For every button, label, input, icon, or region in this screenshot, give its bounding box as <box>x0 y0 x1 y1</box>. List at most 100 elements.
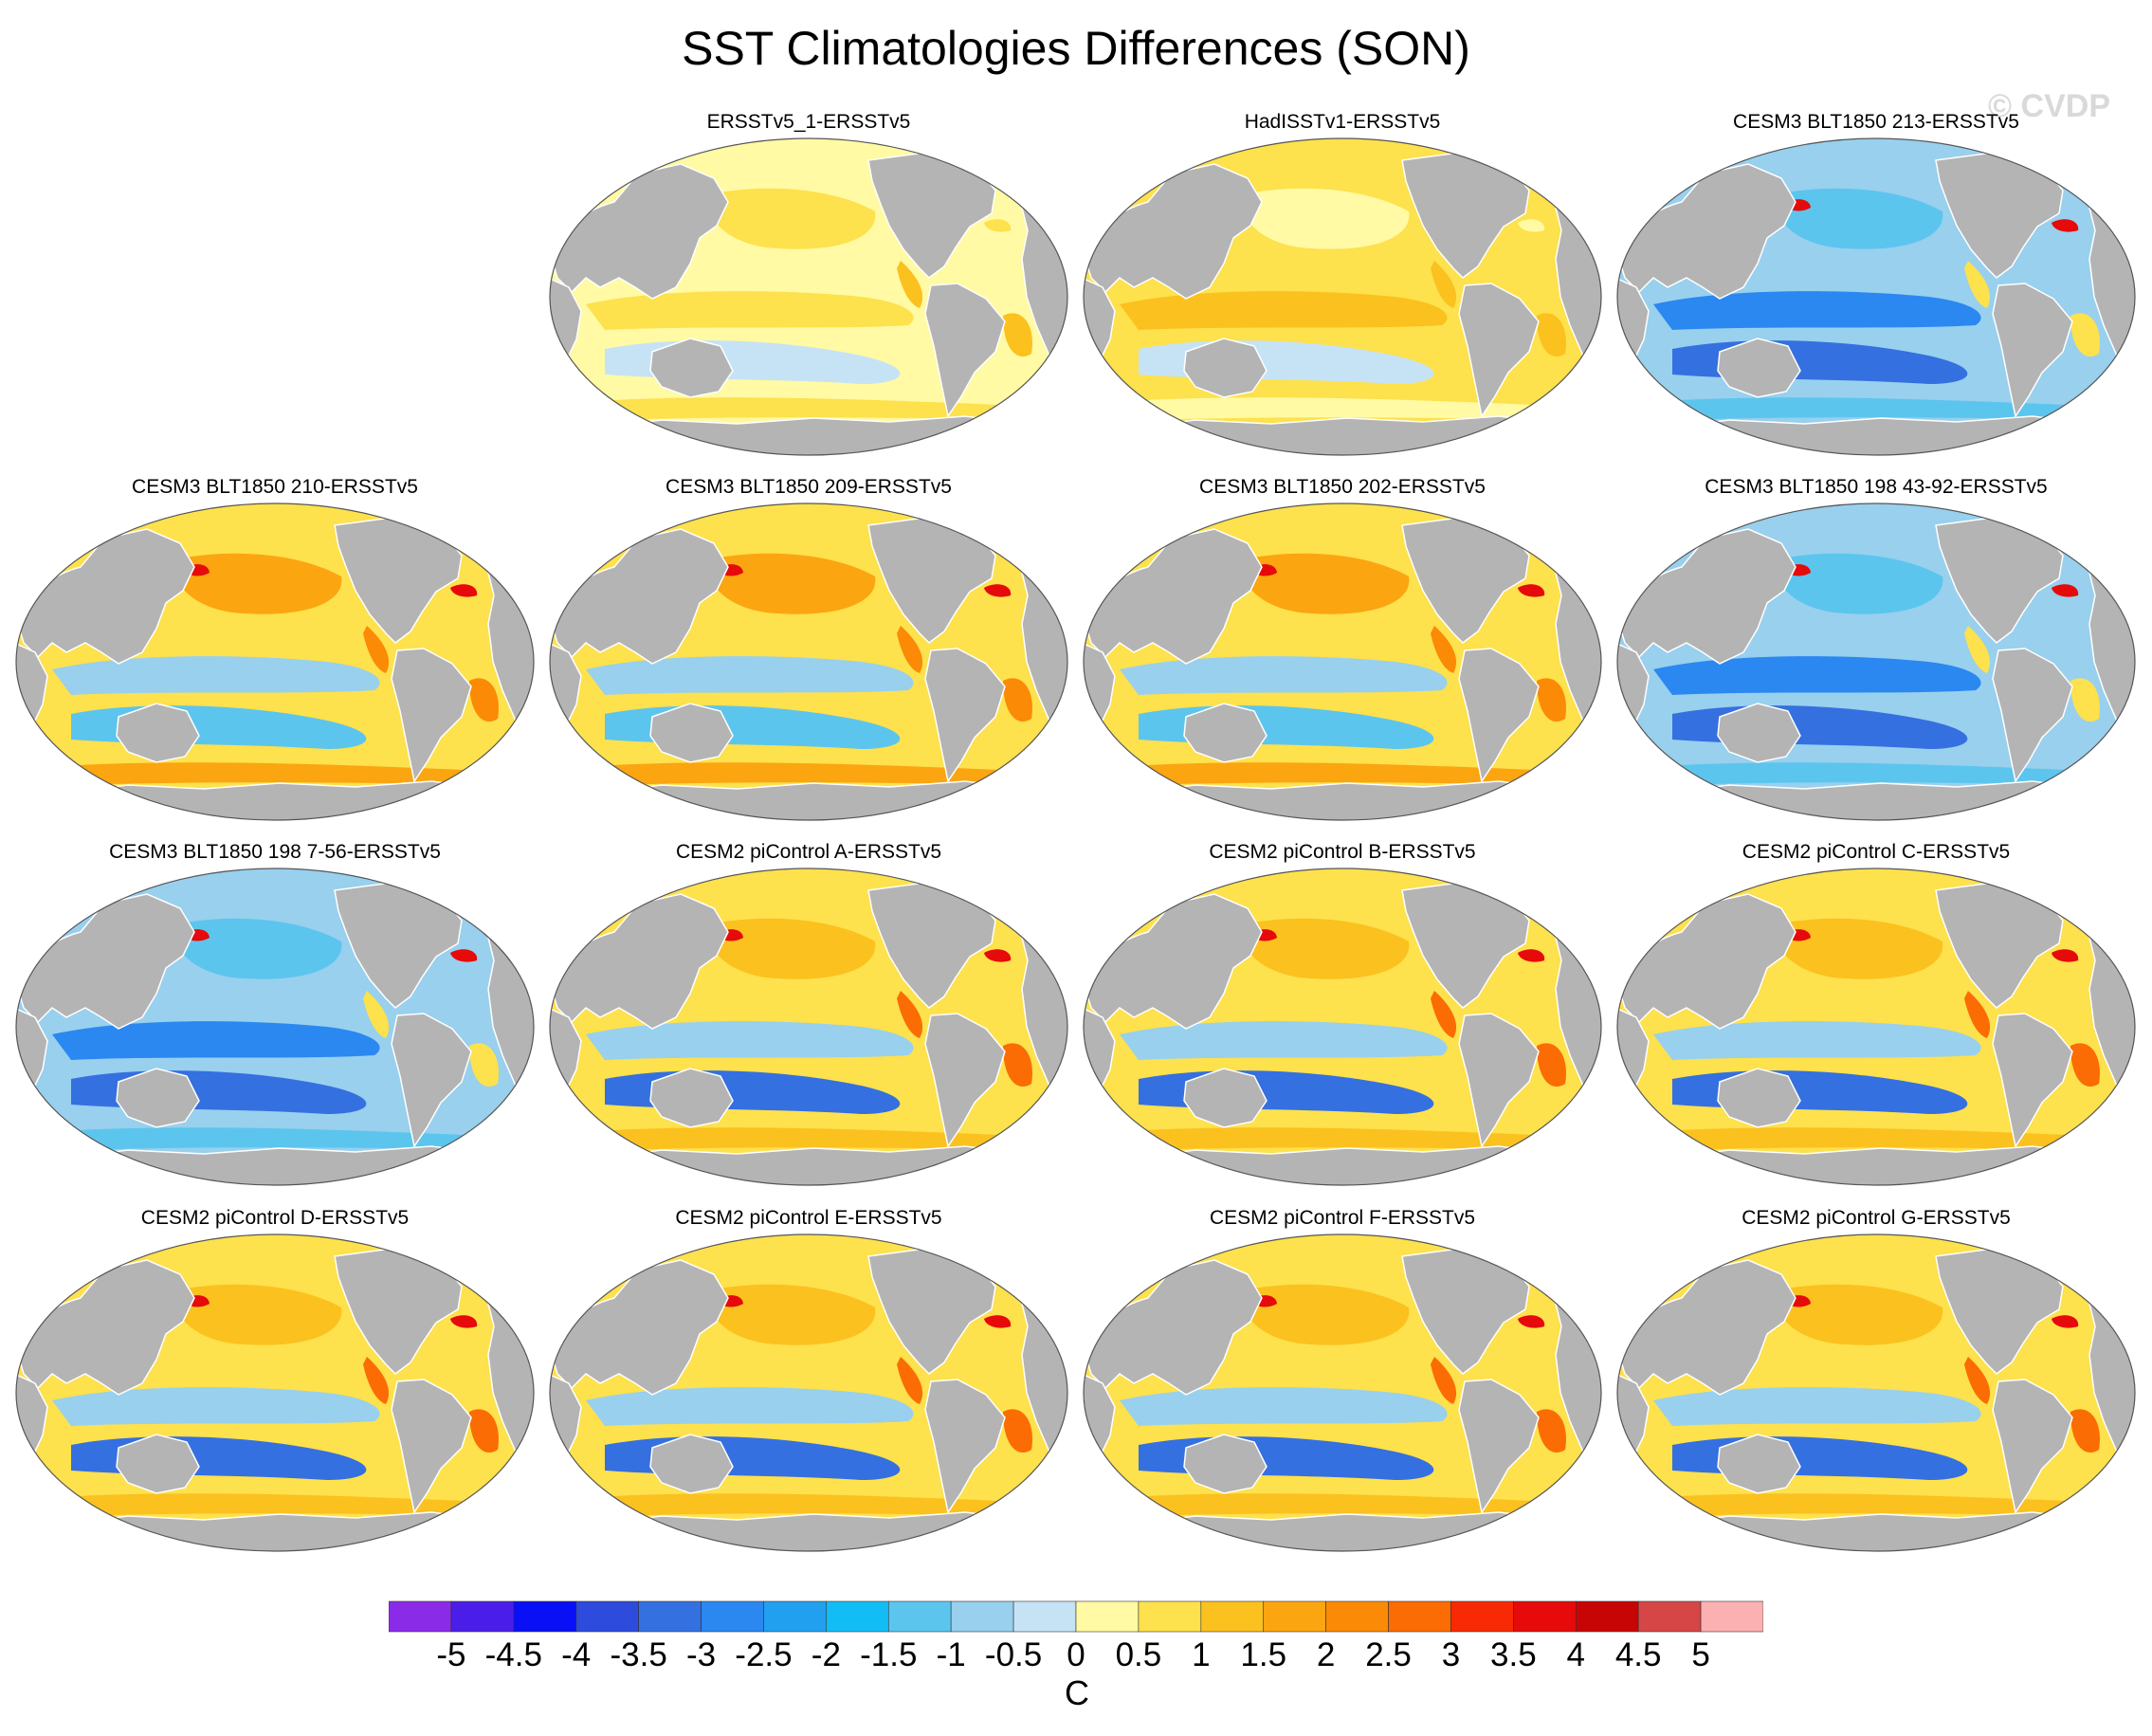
map-panel: CESM2 piControl B-ERSSTv5 <box>1082 840 1603 1196</box>
map-panel: CESM2 piControl C-ERSSTv5 <box>1615 840 2137 1196</box>
land-greenland <box>2045 142 2089 174</box>
colorbar-tick-label: 4.5 <box>1614 1636 1662 1673</box>
map-outline <box>549 868 1068 1186</box>
sst-south-ocean-band <box>1634 1127 2108 1152</box>
sst-east-boundary <box>1964 991 1991 1038</box>
colorbar-swatch <box>763 1600 827 1633</box>
panel-title: CESM3 BLT1850 198 7-56-ERSSTv5 <box>109 841 441 863</box>
map-panel: CESM2 piControl F-ERSSTv5 <box>1082 1206 1603 1562</box>
land-antarctica <box>1085 1145 1599 1185</box>
land-south-america <box>1458 283 1540 418</box>
sst-atlantic-patch <box>469 1409 499 1453</box>
map-outline <box>1083 868 1602 1186</box>
land-south-america <box>1458 648 1540 783</box>
land-australia <box>1717 703 1801 763</box>
colorbar-swatch <box>389 1600 452 1633</box>
sst-atlantic-patch <box>1003 1409 1032 1453</box>
sst-north-pacific-patch <box>1776 1284 1943 1345</box>
map-outline <box>1616 503 2136 821</box>
land-antarctica <box>551 415 1066 455</box>
land-greenland <box>444 1238 488 1270</box>
sst-equatorial-band <box>586 291 914 330</box>
sst-equatorial-band <box>1653 656 1981 695</box>
sst-south-ocean-band <box>33 1127 507 1152</box>
world-map <box>1616 503 2136 821</box>
world-map <box>15 868 535 1186</box>
land-australia <box>649 1434 734 1494</box>
colorbar <box>389 1600 1763 1633</box>
sst-east-boundary <box>363 1357 390 1404</box>
colorbar-swatch <box>1637 1600 1702 1633</box>
sst-east-boundary <box>1431 1357 1457 1404</box>
colorbar-tick-label: -5 <box>436 1636 466 1673</box>
map-panel: HadISSTv1-ERSSTv5 <box>1082 110 1603 466</box>
land-australia <box>649 338 734 398</box>
figure-title: SST Climatologies Differences (SON) <box>682 22 1470 75</box>
colorbar-swatch <box>887 1600 952 1633</box>
panel-title: CESM2 piControl C-ERSSTv5 <box>1742 841 2011 863</box>
sst-equatorial-band <box>52 656 380 695</box>
land-greenland <box>1511 507 1556 539</box>
sst-atlantic-patch <box>1537 678 1566 722</box>
panel-title: CESM3 BLT1850 210-ERSSTv5 <box>132 476 418 498</box>
colorbar-tick-label: -4 <box>561 1636 592 1673</box>
colorbar-swatch <box>1700 1600 1763 1633</box>
land-south-america <box>1992 283 2073 418</box>
sst-east-boundary <box>1431 991 1457 1038</box>
sst-north-pacific-patch <box>174 553 342 614</box>
sst-east-boundary <box>897 626 923 673</box>
panel-title: CESM3 BLT1850 209-ERSSTv5 <box>666 476 952 498</box>
colorbar-swatch <box>1388 1600 1451 1633</box>
map-outline <box>1083 503 1602 821</box>
sst-north-pacific-patch <box>708 553 876 614</box>
sst-atlantic-patch <box>469 678 499 722</box>
map-outline <box>1083 1233 1602 1552</box>
map-panel: CESM2 piControl D-ERSSTv5 <box>14 1206 536 1562</box>
sst-east-boundary <box>1431 626 1457 673</box>
world-map <box>15 1233 535 1552</box>
map-panel: CESM2 piControl E-ERSSTv5 <box>548 1206 1069 1562</box>
land-australia <box>116 1434 200 1494</box>
sst-atlantic-patch <box>2070 1409 2100 1453</box>
sst-atlantic-patch <box>1537 1043 1566 1087</box>
panel-title: CESM3 BLT1850 213-ERSSTv5 <box>1733 111 2019 133</box>
sst-equatorial-band <box>1120 1387 1448 1426</box>
colorbar-tick-label: 1.5 <box>1240 1636 1287 1673</box>
land-antarctica <box>17 1511 532 1551</box>
sst-gulf-stream <box>450 1315 478 1328</box>
land-antarctica <box>1085 415 1599 455</box>
sst-gulf-stream <box>2052 1315 2079 1328</box>
land-australia <box>1183 1434 1267 1494</box>
sst-atlantic-patch <box>2070 313 2100 357</box>
land-greenland <box>977 1238 1022 1270</box>
land-south-america <box>1992 648 2073 783</box>
land-south-america <box>391 1013 472 1148</box>
sst-gulf-stream <box>2052 219 2079 232</box>
map-outline <box>15 1233 535 1552</box>
colorbar-swatch <box>513 1600 577 1633</box>
sst-north-pacific-patch <box>1776 188 1943 249</box>
map-outline <box>549 137 1068 456</box>
land-australia <box>1717 1068 1801 1128</box>
panel-title: CESM2 piControl F-ERSSTv5 <box>1209 1207 1476 1229</box>
colorbar-swatch <box>1138 1600 1202 1633</box>
panel-title: HadISSTv1-ERSSTv5 <box>1244 111 1441 133</box>
map-panel: ERSSTv5_1-ERSSTv5 <box>548 110 1069 466</box>
map-panel: CESM3 BLT1850 213-ERSSTv5 <box>1615 110 2137 466</box>
land-south-america <box>1458 1379 1540 1514</box>
sst-north-pacific-patch <box>708 188 876 249</box>
land-greenland <box>2045 1238 2089 1270</box>
colorbar-tick-label: 2 <box>1316 1636 1336 1673</box>
map-outline <box>15 868 535 1186</box>
land-antarctica <box>1618 780 2133 820</box>
land-south-america <box>924 648 1006 783</box>
map-panel: CESM3 BLT1850 202-ERSSTv5 <box>1082 475 1603 831</box>
land-greenland <box>977 872 1022 905</box>
map-panel: CESM3 BLT1850 198 7-56-ERSSTv5 <box>14 840 536 1196</box>
sst-east-boundary <box>363 991 390 1038</box>
sst-south-ocean-band <box>1101 1493 1575 1518</box>
sst-north-pacific-patch <box>174 1284 342 1345</box>
sst-east-boundary <box>1964 1357 1991 1404</box>
sst-equatorial-band <box>586 1387 914 1426</box>
sst-south-ocean-band <box>33 762 507 787</box>
